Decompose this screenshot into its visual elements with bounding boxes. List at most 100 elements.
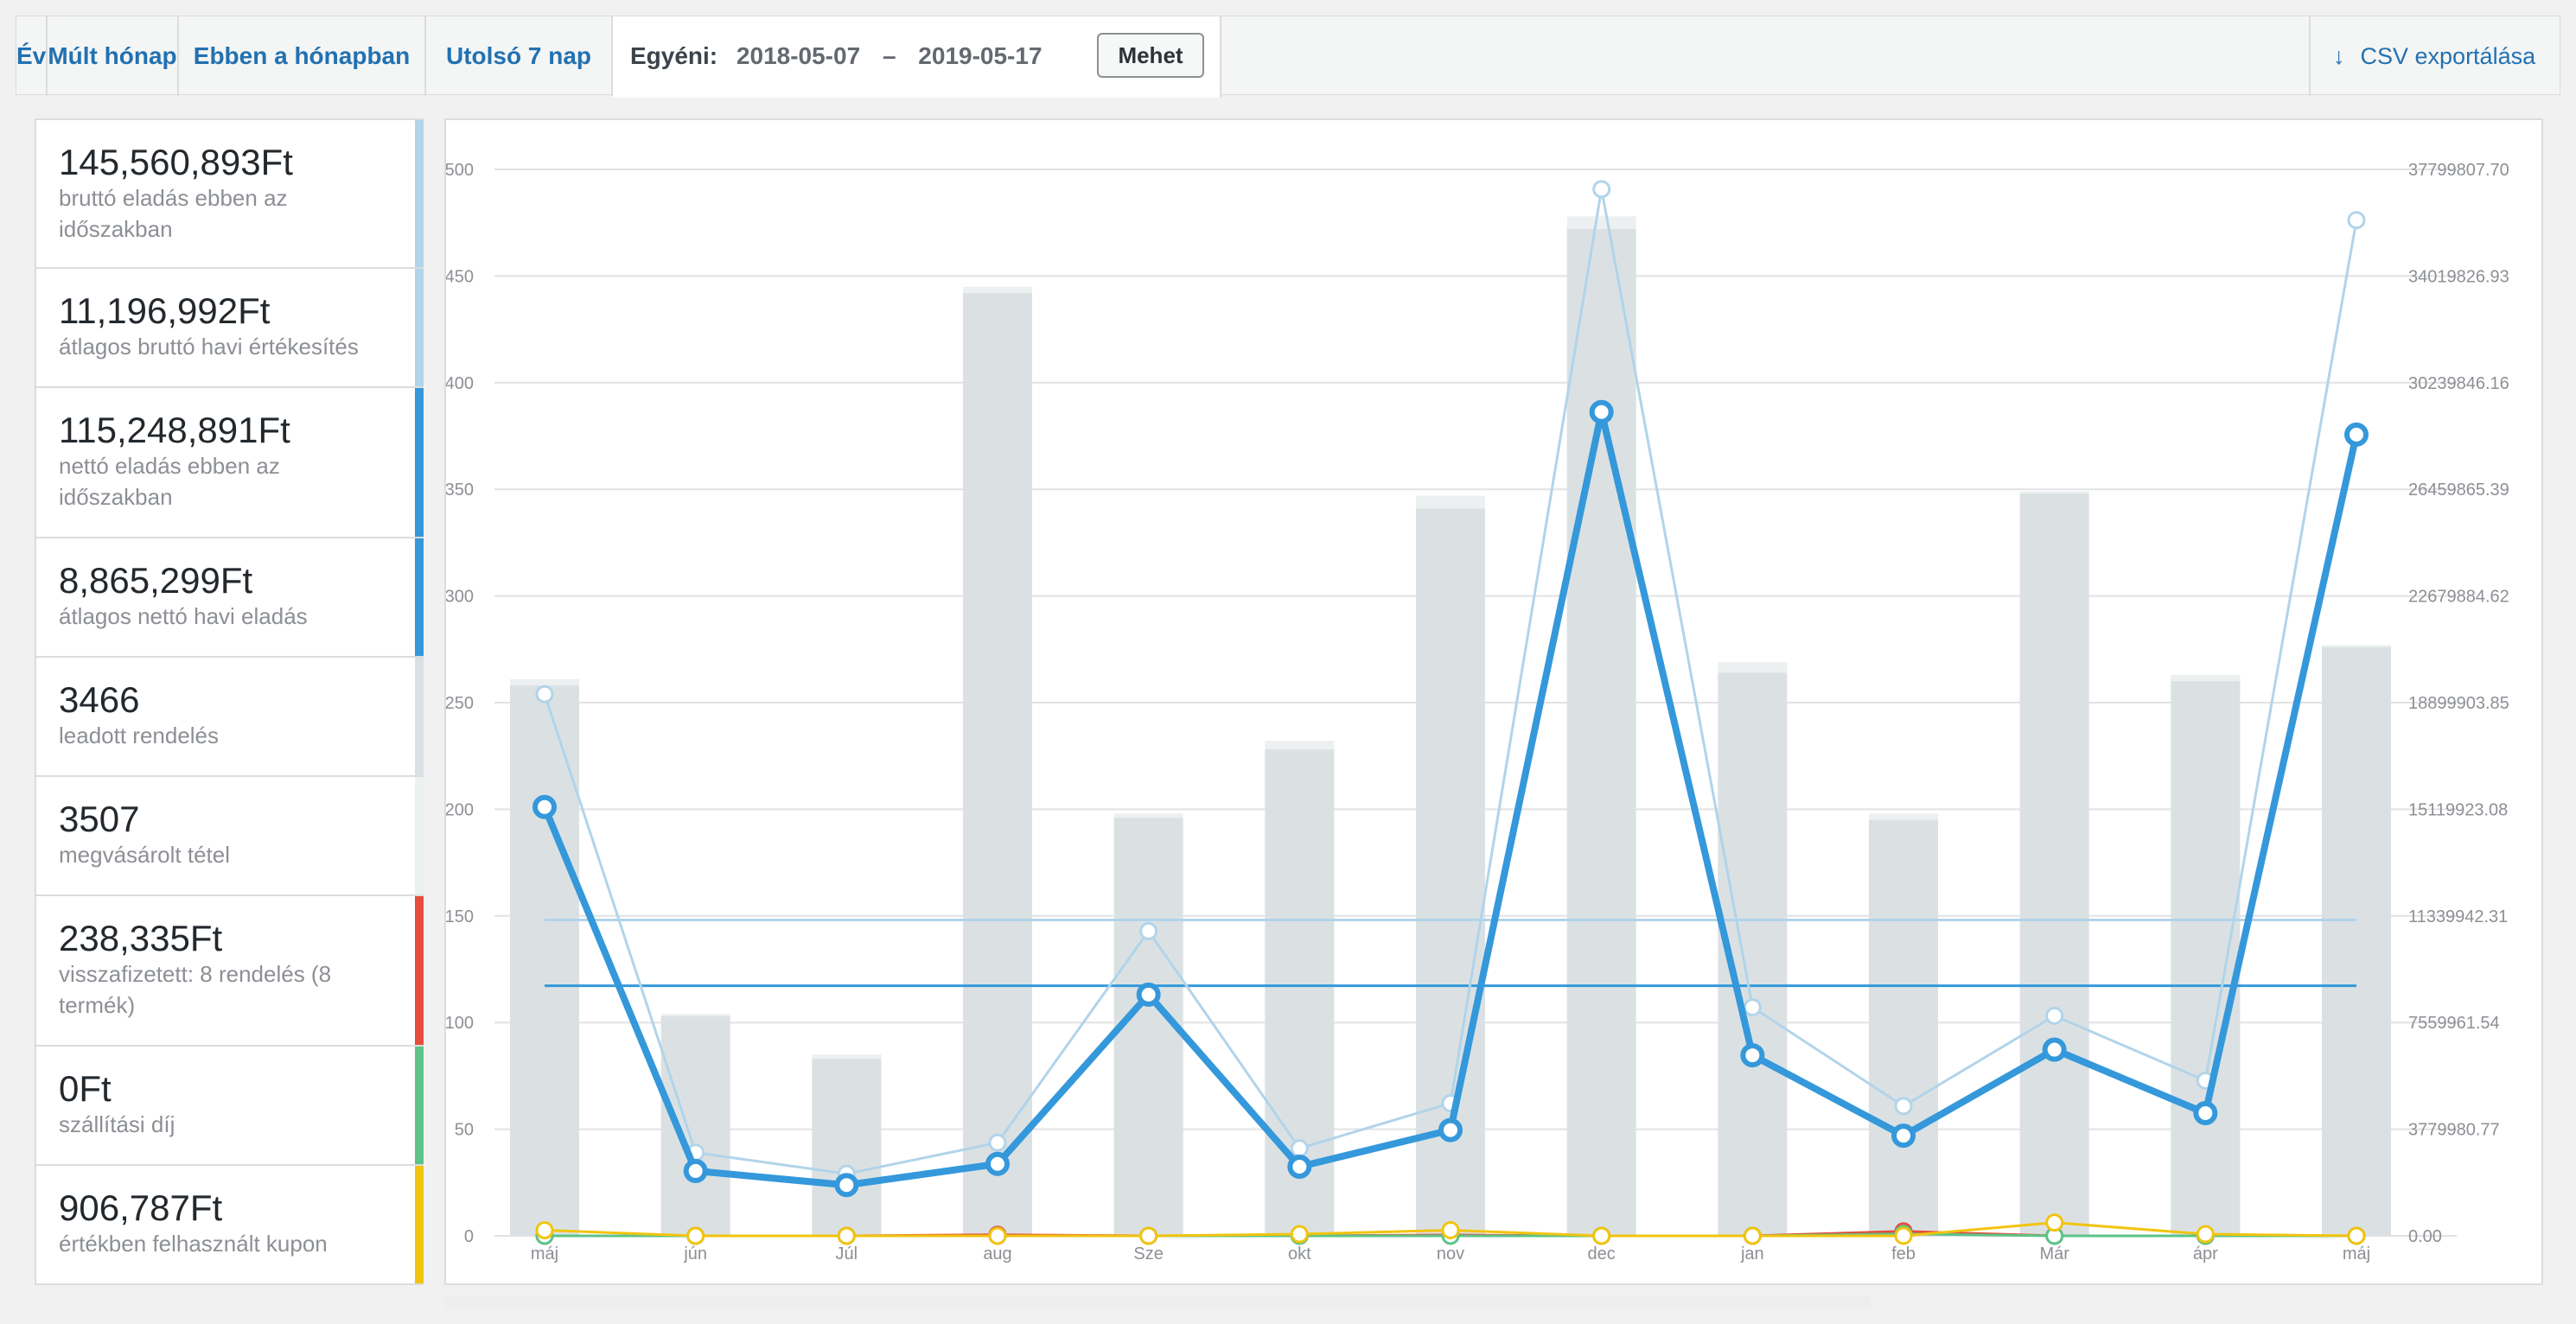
tab-year[interactable]: Év: [16, 16, 48, 96]
data-point: [2042, 1037, 2067, 1062]
y-tick-label-left: 150: [446, 907, 474, 926]
data-point: [2347, 211, 2366, 230]
y-tick-label-left: 200: [446, 800, 474, 819]
data-point: [1743, 1226, 1762, 1245]
data-point: [985, 1151, 1010, 1176]
y-tick-label-right: 37799807.70: [2408, 161, 2509, 180]
x-tick-label: máj: [2343, 1244, 2370, 1264]
legend-desc: visszafizetett: 8 rendelés (8 termék): [59, 961, 332, 1018]
export-csv-label: CSV exportálása: [2360, 43, 2536, 69]
tab-last-7-days[interactable]: Utolsó 7 nap: [426, 16, 613, 96]
legend-item-refunds[interactable]: 238,335Ft visszafizetett: 8 rendelés (8 …: [35, 896, 424, 1047]
legend-desc: bruttó eladás ebben az időszakban: [59, 185, 288, 242]
data-point: [686, 1226, 705, 1245]
legend-color-bar: [415, 1166, 424, 1283]
legend-item-net-sales[interactable]: 115,248,891Ft nettó eladás ebben az idős…: [35, 388, 424, 538]
date-separator: –: [882, 42, 896, 69]
bar-orders: [660, 1015, 730, 1236]
x-tick-label: okt: [1288, 1244, 1311, 1264]
go-button[interactable]: Mehet: [1097, 33, 1204, 78]
legend-item-shipping[interactable]: 0Ft szállítási díj: [35, 1047, 424, 1166]
x-tick-label: jan: [1740, 1244, 1764, 1264]
bar-orders: [812, 1059, 882, 1236]
y-tick-label-left: 500: [446, 161, 474, 180]
y-tick-label-left: 300: [446, 588, 474, 607]
legend-item-gross-sales[interactable]: 145,560,893Ft bruttó eladás ebben az idő…: [35, 118, 424, 269]
legend-color-bar: [415, 1047, 424, 1164]
data-point: [1139, 1226, 1158, 1245]
x-tick-label: dec: [1588, 1244, 1616, 1264]
legend-amount: 8,865,299Ft: [59, 560, 253, 601]
data-point: [1592, 180, 1611, 199]
data-point: [988, 1133, 1007, 1152]
y-tick-label-left: 350: [446, 481, 474, 500]
legend-desc: nettó eladás ebben az időszakban: [59, 453, 280, 510]
data-point: [1589, 399, 1614, 424]
legend-desc: átlagos bruttó havi értékesítés: [59, 334, 359, 360]
y-tick-label-left: 450: [446, 267, 474, 286]
tab-last-month[interactable]: Múlt hónap: [48, 16, 179, 96]
data-point: [1891, 1123, 1916, 1149]
y-tick-label-left: 400: [446, 374, 474, 393]
data-point: [1287, 1155, 1312, 1180]
legend-desc: értékben felhasznált kupon: [59, 1231, 328, 1257]
custom-range-label: Egyéni:: [630, 42, 718, 69]
legend-desc: leadott rendelés: [59, 722, 220, 748]
y-tick-label-right: 22679884.62: [2408, 588, 2509, 607]
data-point: [2196, 1225, 2215, 1244]
data-point: [535, 1220, 554, 1239]
legend-item-coupons[interactable]: 906,787Ft értékben felhasznált kupon: [35, 1166, 424, 1285]
legend-item-items[interactable]: 3507 megvásárolt tétel: [35, 777, 424, 896]
legend-item-avg-gross[interactable]: 11,196,992Ft átlagos bruttó havi értékes…: [35, 269, 424, 388]
bar-orders: [2171, 681, 2241, 1236]
bar-orders: [510, 685, 579, 1236]
data-point: [1894, 1226, 1913, 1245]
date-range-tabs: Év Múlt hónap Ebben a hónapban Utolsó 7 …: [16, 16, 2560, 98]
legend-color-bar: [415, 777, 424, 894]
legend-color-bar: [415, 538, 424, 656]
data-point: [2045, 1213, 2064, 1232]
data-point: [1894, 1097, 1913, 1116]
data-point: [1290, 1225, 1309, 1244]
data-point: [1441, 1220, 1460, 1239]
data-point: [532, 794, 557, 819]
data-point: [988, 1226, 1007, 1245]
x-tick-label: Júl: [836, 1244, 858, 1264]
bar-orders: [2019, 493, 2089, 1236]
legend-amount: 115,248,891Ft: [59, 410, 290, 450]
chart-shadow: [444, 1296, 1871, 1315]
legend-color-bar: [415, 120, 424, 267]
legend-item-orders[interactable]: 3466 leadott rendelés: [35, 658, 424, 777]
bar-orders: [1869, 819, 1938, 1236]
tab-this-month[interactable]: Ebben a hónapban: [179, 16, 426, 96]
y-tick-label-left: 250: [446, 694, 474, 713]
legend-color-bar: [415, 658, 424, 775]
data-point: [535, 684, 554, 703]
chart-legend: 145,560,893Ft bruttó eladás ebben az idő…: [35, 118, 424, 1285]
legend-item-avg-net[interactable]: 8,865,299Ft átlagos nettó havi eladás: [35, 538, 424, 658]
x-tick-label: Sze: [1133, 1244, 1163, 1264]
export-csv-link[interactable]: ↓ CSV exportálása: [2309, 16, 2560, 96]
y-tick-label-left: 50: [455, 1121, 474, 1140]
legend-amount: 11,196,992Ft: [59, 290, 271, 331]
y-tick-label-right: 11339942.31: [2408, 907, 2508, 926]
data-point: [837, 1226, 856, 1245]
tab-custom-range[interactable]: Egyéni: 2018-05-07 – 2019-05-17 Mehet: [613, 16, 1221, 98]
bar-orders: [1566, 229, 1636, 1236]
legend-amount: 238,335Ft: [59, 918, 223, 958]
x-tick-label: nov: [1437, 1244, 1464, 1264]
data-point: [1592, 1226, 1611, 1245]
x-tick-label: feb: [1891, 1244, 1916, 1264]
legend-amount: 145,560,893Ft: [59, 142, 293, 182]
bar-orders: [1113, 818, 1183, 1236]
date-to-field[interactable]: 2019-05-17: [918, 42, 1043, 69]
data-point: [1438, 1117, 1463, 1143]
y-tick-label-left: 100: [446, 1014, 474, 1033]
legend-amount: 0Ft: [59, 1068, 112, 1109]
bar-orders: [963, 293, 1032, 1236]
y-tick-label-right: 34019826.93: [2408, 267, 2509, 286]
date-from-field[interactable]: 2018-05-07: [736, 42, 861, 69]
legend-color-bar: [415, 896, 424, 1045]
data-point: [834, 1173, 859, 1198]
download-arrow-icon: ↓: [2333, 43, 2345, 69]
